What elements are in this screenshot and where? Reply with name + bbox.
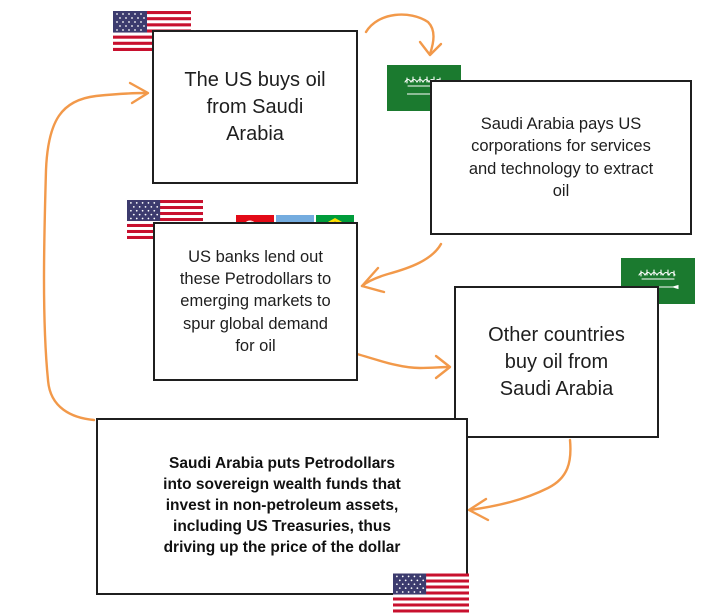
us-banks-lend-box: US banks lend out these Petrodollars to … bbox=[153, 222, 358, 381]
sovereign-wealth-text: Saudi Arabia puts Petrodollars into sove… bbox=[163, 455, 401, 556]
arrow-sovereign-funds-to-us bbox=[42, 81, 150, 422]
us-buys-oil-text: The US buys oil from Saudi Arabia bbox=[184, 68, 326, 145]
other-countries-box: Other countries buy oil from Saudi Arabi… bbox=[454, 286, 659, 438]
arrow-other-countries-to-sovereign-funds bbox=[467, 438, 572, 522]
us-buys-oil-box: The US buys oil from Saudi Arabia bbox=[152, 30, 358, 184]
saudi-pays-us-box: Saudi Arabia pays US corporations for se… bbox=[430, 80, 692, 235]
sovereign-wealth-box: Saudi Arabia puts Petrodollars into sove… bbox=[96, 418, 468, 595]
arrow-saudi-to-banks bbox=[360, 242, 443, 294]
arrow-us-to-saudi bbox=[364, 13, 443, 57]
us-banks-lend-text: US banks lend out these Petrodollars to … bbox=[179, 247, 332, 355]
saudi-pays-us-text: Saudi Arabia pays US corporations for se… bbox=[468, 114, 654, 200]
other-countries-text: Other countries buy oil from Saudi Arabi… bbox=[488, 323, 625, 400]
arrow-banks-to-other-countries bbox=[355, 352, 452, 380]
us-flag-icon bbox=[393, 573, 469, 613]
